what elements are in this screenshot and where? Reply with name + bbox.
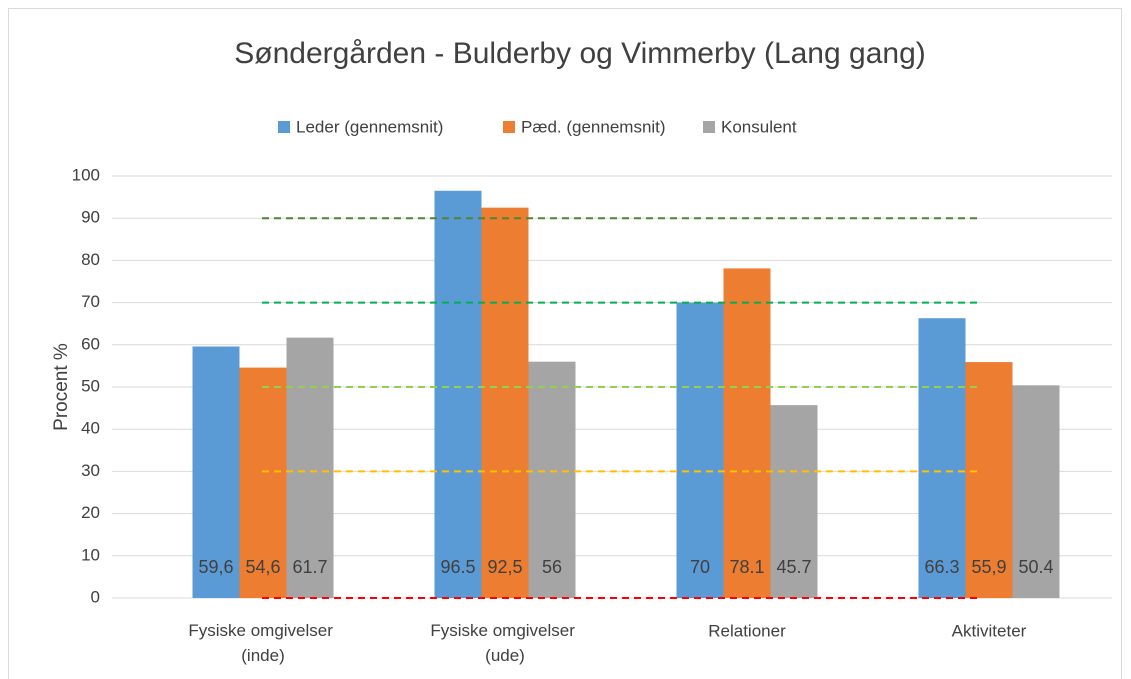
y-tick-label: 90 [81, 208, 100, 227]
x-tick-line: Fysiske omgivelser [430, 621, 579, 640]
data-label: 55,9 [971, 557, 1006, 577]
data-label: 78.1 [729, 557, 764, 577]
y-tick-label: 20 [81, 503, 100, 522]
chart-title: Søndergården - Bulderby og Vimmerby (Lan… [234, 37, 926, 70]
data-label: 54,6 [245, 557, 280, 577]
x-tick-label: Fysiske omgivelser (ude) [430, 621, 579, 665]
data-label: 45.7 [776, 557, 811, 577]
data-label: 59,6 [198, 557, 233, 577]
x-tick-line: (ude) [485, 646, 525, 665]
y-tick-label: 80 [81, 250, 100, 269]
bar [286, 337, 334, 598]
y-tick-label: 0 [91, 587, 100, 606]
y-tick-label: 40 [81, 419, 100, 438]
bar [481, 207, 529, 598]
y-tick-label: 30 [81, 461, 100, 480]
y-tick-label: 60 [81, 334, 100, 353]
bar [676, 302, 724, 598]
bar [770, 405, 818, 598]
x-tick-line: (inde) [241, 646, 284, 665]
legend-label: Pæd. (gennemsnit) [521, 117, 666, 136]
data-label: 66.3 [924, 557, 959, 577]
bar [239, 367, 287, 598]
legend-swatch [503, 121, 515, 133]
legend-label: Leder (gennemsnit) [296, 117, 443, 136]
y-axis-label: Procent % [51, 343, 72, 431]
y-tick-label: 50 [81, 376, 100, 395]
bar [965, 362, 1013, 598]
y-tick-label: 100 [72, 165, 100, 184]
bar [918, 318, 966, 598]
x-tick-label: Aktiviteter [952, 621, 1027, 640]
x-tick-label: Fysiske omgivelser (inde) [188, 621, 337, 665]
x-tick-line: Fysiske omgivelser [188, 621, 337, 640]
legend-swatch [703, 121, 715, 133]
bar [1012, 385, 1060, 598]
data-label: 56 [542, 557, 562, 577]
legend-label: Konsulent [721, 117, 797, 136]
y-tick-label: 70 [81, 292, 100, 311]
data-label: 61.7 [292, 557, 327, 577]
bar [723, 268, 771, 598]
y-tick-label: 10 [81, 545, 100, 564]
bar [434, 190, 482, 598]
bar [192, 346, 240, 598]
data-label: 92,5 [487, 557, 522, 577]
bar [528, 361, 576, 598]
x-tick-label: Relationer [708, 621, 786, 640]
data-label: 50.4 [1018, 557, 1053, 577]
legend-swatch [278, 121, 290, 133]
data-label: 96.5 [440, 557, 475, 577]
data-label: 70 [690, 557, 710, 577]
